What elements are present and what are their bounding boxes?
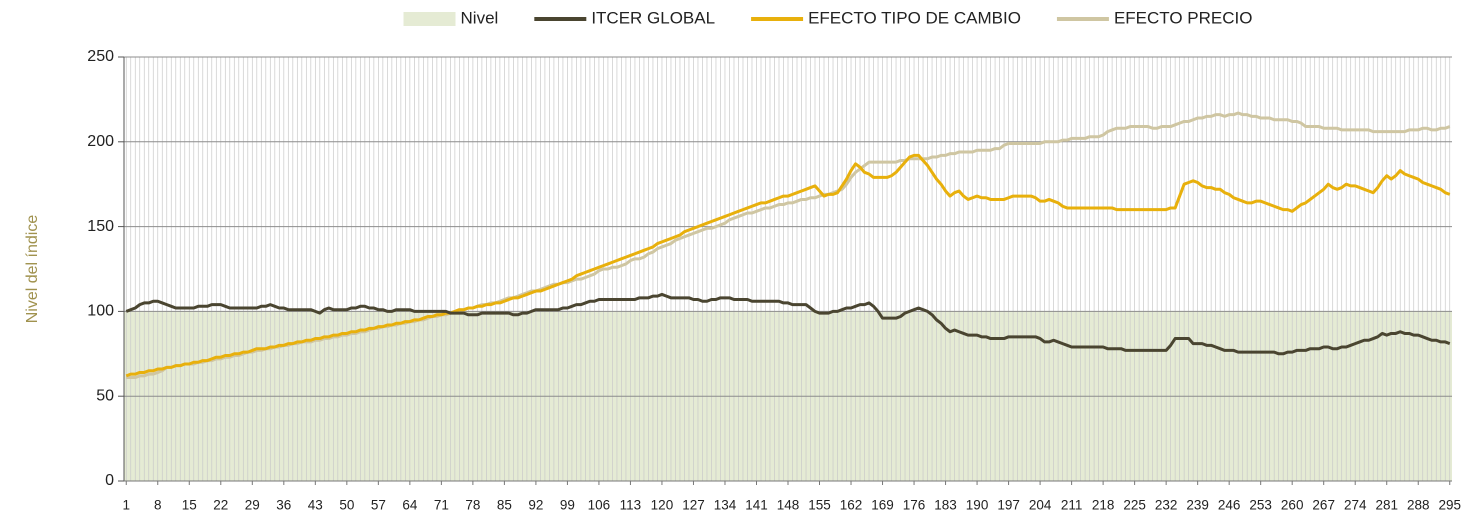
x-tick-label: 197 — [997, 498, 1020, 513]
y-axis-title: Nivel del índice — [24, 215, 41, 324]
x-tick-label: 232 — [1155, 498, 1178, 513]
y-tick-label: 100 — [87, 303, 114, 320]
x-tick-label: 225 — [1123, 498, 1146, 513]
x-tick-label: 169 — [871, 498, 894, 513]
legend-label: Nivel — [461, 8, 499, 27]
series-line — [125, 292, 1451, 356]
legend: Nivel ITCER GLOBAL EFECTO TIPO DE CAMBIO EF… — [403, 8, 1253, 27]
x-tick-label: 218 — [1092, 498, 1115, 513]
x-tick-label: 64 — [402, 498, 418, 513]
x-tick-label: 260 — [1281, 498, 1304, 513]
x-tick-label: 274 — [1344, 498, 1367, 513]
legend-label: EFECTO TIPO DE CAMBIO — [808, 8, 1021, 27]
legend-label: EFECTO PRECIO — [1114, 8, 1253, 27]
x-tick-label: 281 — [1375, 498, 1398, 513]
x-tick-label: 162 — [840, 498, 863, 513]
x-tick-label: 246 — [1218, 498, 1241, 513]
x-tick-label: 8 — [154, 498, 162, 513]
x-tick-label: 43 — [308, 498, 323, 513]
series-line — [126, 111, 1451, 380]
x-tick-label: 183 — [934, 498, 957, 513]
legend-swatch — [403, 12, 456, 26]
x-tick-label: 99 — [560, 498, 575, 513]
x-tick-label: 288 — [1407, 498, 1430, 513]
x-tick-label: 78 — [465, 498, 480, 513]
x-tick-label: 155 — [808, 498, 831, 513]
x-tick-label: 50 — [339, 498, 354, 513]
x-tick-label: 15 — [182, 498, 197, 513]
y-tick-label: 150 — [87, 218, 114, 235]
x-tick-label: 267 — [1312, 498, 1335, 513]
x-tick-label: 253 — [1249, 498, 1272, 513]
x-tick-label: 204 — [1029, 498, 1052, 513]
x-tick-label: 92 — [528, 498, 543, 513]
y-tick-label: 250 — [87, 48, 114, 65]
x-tick-label: 36 — [276, 498, 291, 513]
x-tick-label: 127 — [682, 498, 705, 513]
x-tick-label: 134 — [714, 498, 737, 513]
x-tick-label: 29 — [245, 498, 260, 513]
x-tick-label: 22 — [213, 498, 228, 513]
legend-item: Nivel — [403, 8, 499, 27]
x-tick-label: 239 — [1186, 498, 1209, 513]
x-tick-label: 57 — [371, 498, 386, 513]
legend-label: ITCER GLOBAL — [591, 8, 715, 27]
y-tick-label: 200 — [87, 133, 114, 150]
x-tick-label: 211 — [1061, 498, 1083, 513]
y-tick-label: 50 — [96, 387, 114, 404]
x-tick-label: 106 — [588, 498, 611, 513]
series-line — [125, 153, 1451, 378]
x-tick-label: 176 — [903, 498, 926, 513]
legend-item: EFECTO TIPO DE CAMBIO — [751, 8, 1021, 27]
x-tick-label: 85 — [497, 498, 512, 513]
legend-item: EFECTO PRECIO — [1056, 8, 1253, 27]
x-tick-label: 148 — [777, 498, 800, 513]
y-tick-label: 0 — [105, 472, 114, 489]
x-tick-label: 1 — [122, 498, 130, 513]
legend-item: ITCER GLOBAL — [534, 8, 715, 27]
x-tick-label: 113 — [620, 498, 642, 513]
x-tick-label: 190 — [966, 498, 989, 513]
x-tick-label: 295 — [1438, 498, 1461, 513]
x-tick-label: 141 — [745, 498, 768, 513]
x-tick-label: 120 — [651, 498, 674, 513]
x-tick-label: 71 — [434, 498, 449, 513]
